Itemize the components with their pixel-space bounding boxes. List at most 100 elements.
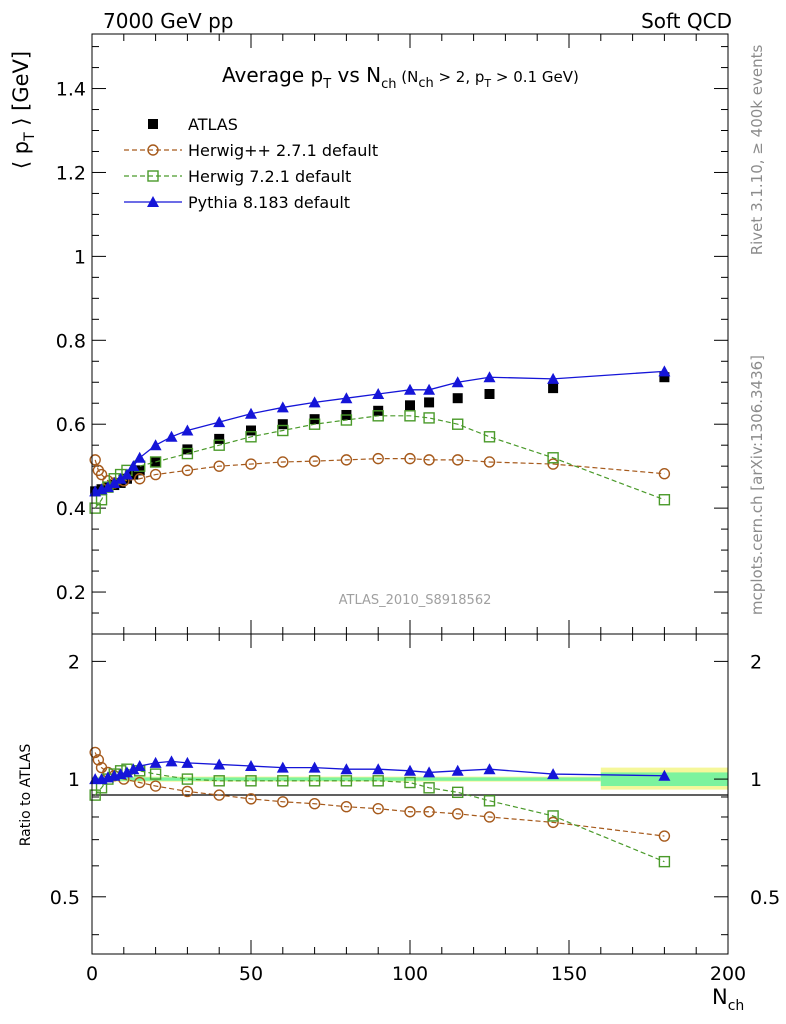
point-herwigpp — [277, 456, 289, 468]
legend-label-herwig7: Herwig 7.2.1 default — [188, 167, 351, 186]
point-atlas — [452, 393, 463, 404]
main-y-tick-label: 1.4 — [56, 79, 86, 101]
ratio-series-layer — [89, 746, 671, 868]
point-herwig7 — [423, 412, 435, 424]
ratio-point-pythia — [308, 761, 321, 773]
main-y-tick-label: 1 — [74, 246, 86, 268]
title-vs-sub: ch — [381, 77, 396, 92]
ratio-point-herwigpp — [423, 806, 435, 818]
point-pythia — [213, 416, 226, 428]
ratio-point-pythia — [165, 755, 178, 767]
series-line-herwig7 — [94, 415, 665, 509]
ratio-point-pythia — [658, 769, 671, 781]
ratio-point-herwig7 — [658, 855, 671, 868]
point-herwig7 — [658, 494, 671, 506]
ratio-y-tick-label-right: 0.5 — [750, 887, 780, 909]
plot-title: Average pT vs Nch (Nch > 2, pT > 0.1 GeV… — [222, 63, 579, 92]
ratio-line-herwigpp — [94, 752, 665, 837]
point-herwig7 — [149, 456, 162, 468]
point-herwigpp — [483, 456, 496, 468]
ratio-point-pythia — [276, 761, 289, 773]
legend-marker-atlas — [148, 119, 158, 129]
x-tick-label: 100 — [392, 963, 428, 985]
point-herwig7 — [245, 431, 257, 443]
x-tick-labels: 0 50 100 150 200 — [86, 963, 746, 985]
main-y-tick-label: 0.2 — [56, 582, 86, 604]
legend-label-herwigpp: Herwig++ 2.7.1 default — [188, 141, 378, 160]
point-herwig7 — [340, 414, 353, 426]
series-line-pythia — [94, 370, 665, 492]
point-herwig7 — [277, 424, 289, 437]
title-main: Average p — [222, 63, 323, 87]
ratio-point-herwigpp — [89, 746, 101, 759]
ratio-point-herwig7 — [89, 789, 101, 801]
point-pythia — [108, 476, 121, 488]
x-tick-label: 0 — [86, 963, 98, 985]
x-label-main: N — [712, 985, 728, 1009]
series-herwig7 — [89, 410, 671, 514]
y-label-close: ⟩ [GeV] — [9, 51, 33, 133]
point-pythia — [372, 388, 385, 399]
ratio-point-herwigpp — [658, 830, 671, 842]
ratio-point-herwig7 — [483, 795, 496, 807]
mcplots-reference-label: mcplots.cern.ch [arXiv:1306.3436] — [748, 355, 766, 615]
point-pythia — [276, 401, 289, 413]
point-pythia — [127, 460, 140, 472]
ratio-y-tick-labels: 0.5 0.5 1 1 2 2 — [50, 651, 780, 908]
point-atlas — [277, 419, 288, 430]
rivet-version-label: Rivet 3.1.10, ≥ 400k events — [748, 45, 766, 256]
point-pythia — [181, 424, 194, 436]
point-herwigpp — [547, 458, 559, 470]
ratio-y-tick-label: 2 — [68, 651, 80, 673]
ratio-series-herwigpp — [89, 746, 671, 842]
ratio-point-herwigpp — [452, 808, 464, 820]
legend-marker-herwigpp — [147, 144, 159, 156]
main-y-tick-label: 0.4 — [56, 498, 86, 520]
point-herwig7 — [95, 494, 108, 506]
ratio-y-tick-label-right: 2 — [750, 651, 762, 673]
ratio-point-herwigpp — [92, 754, 105, 766]
legend: ATLAS Herwig++ 2.7.1 default Herwig 7.2.1 … — [124, 115, 378, 212]
point-pythia — [451, 376, 464, 388]
point-herwig7 — [308, 418, 321, 430]
legend-entry-pythia: Pythia 8.183 default — [124, 193, 350, 212]
point-pythia — [308, 396, 321, 408]
ratio-point-pythia — [245, 760, 257, 772]
point-pythia — [149, 439, 162, 451]
ratio-y-tick-label: 1 — [68, 769, 80, 791]
ratio-series-pythia — [89, 755, 671, 785]
point-pythia — [483, 371, 496, 383]
series-pythia — [89, 365, 671, 497]
main-axis-ticks — [91, 34, 729, 635]
point-herwigpp — [340, 454, 353, 466]
title-cut-open: (N — [396, 68, 418, 86]
point-pythia — [165, 430, 178, 442]
ratio-point-herwig7 — [277, 775, 289, 787]
x-axis-label: Nch — [712, 985, 744, 1014]
title-main-sub: T — [322, 77, 331, 92]
ratio-point-pythia — [547, 768, 560, 780]
ratio-point-herwigpp — [547, 816, 559, 829]
ratio-point-herwigpp — [277, 796, 289, 808]
x-tick-label: 150 — [551, 963, 587, 985]
ratio-point-pythia — [127, 763, 140, 775]
ratio-point-herwigpp — [245, 793, 257, 805]
point-herwig7 — [547, 452, 559, 464]
legend-label-atlas: ATLAS — [188, 115, 238, 134]
legend-entry-atlas: ATLAS — [148, 115, 238, 134]
ratio-point-pythia — [372, 763, 385, 775]
point-herwigpp — [658, 468, 671, 480]
x-tick-label: 50 — [239, 963, 263, 985]
point-herwigpp — [423, 454, 435, 466]
point-pythia — [340, 392, 353, 404]
point-herwig7 — [213, 439, 225, 451]
ratio-y-tick-label-right: 1 — [750, 769, 762, 791]
main-y-tick-label: 0.8 — [56, 330, 86, 352]
point-atlas — [424, 397, 435, 408]
ratio-point-pythia — [423, 766, 436, 778]
analysis-id-label: ATLAS_2010_S8918562 — [339, 593, 492, 608]
point-herwig7 — [483, 431, 496, 443]
ratio-plot-panel: 0.5 0.5 1 1 2 2 0 50 100 150 200 — [50, 633, 780, 985]
process-label: Soft QCD — [641, 9, 732, 33]
